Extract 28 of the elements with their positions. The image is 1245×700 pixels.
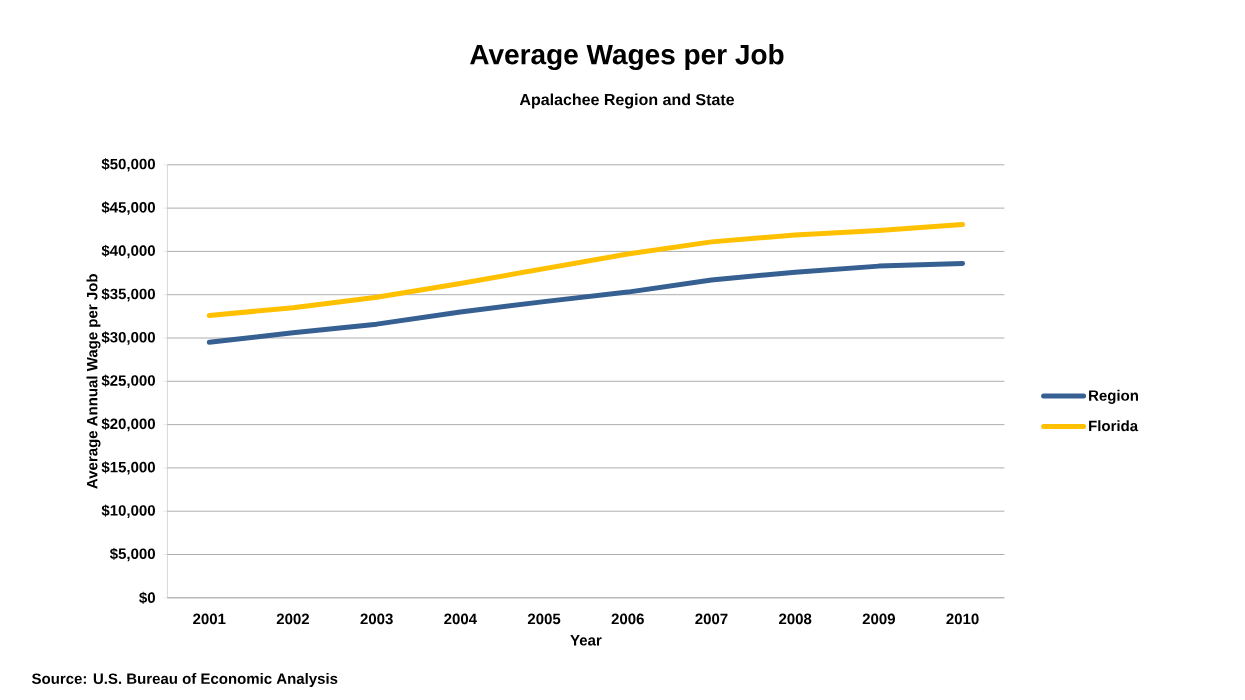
x-tick-label: 2007 bbox=[695, 613, 728, 625]
y-tick-label: $10,000 bbox=[101, 504, 155, 518]
y-axis-title: Average Annual Wage per Job bbox=[86, 274, 101, 489]
x-tick-label: 2002 bbox=[276, 613, 310, 625]
x-axis-title: Year bbox=[570, 635, 602, 646]
chart-subtitle: Apalachee Region and State bbox=[519, 93, 735, 109]
y-tick-label: $50,000 bbox=[101, 158, 155, 172]
y-tick-label: $35,000 bbox=[101, 287, 155, 302]
source-note: Source: U.S. Bureau of Economic Analysis bbox=[31, 672, 338, 687]
y-tick-label: $15,000 bbox=[101, 461, 155, 475]
legend-label: Region bbox=[1089, 389, 1138, 404]
x-tick-label: 2010 bbox=[946, 613, 979, 625]
y-tick-label: $0 bbox=[139, 591, 155, 604]
y-tick-label: $40,000 bbox=[101, 244, 155, 259]
x-tick-label: 2001 bbox=[193, 613, 226, 625]
x-tick-label: 2004 bbox=[444, 613, 477, 625]
chart-title: Average Wages per Job bbox=[470, 43, 784, 71]
y-tick-label: $20,000 bbox=[101, 417, 155, 432]
x-tick-label: 2006 bbox=[611, 613, 644, 625]
y-tick-label: $5,000 bbox=[109, 547, 155, 562]
y-tick-label: $25,000 bbox=[101, 374, 155, 389]
x-tick-label: 2009 bbox=[862, 613, 895, 625]
x-tick-label: 2005 bbox=[527, 613, 561, 625]
y-tick-label: $45,000 bbox=[101, 201, 155, 215]
legend-label: Florida bbox=[1089, 420, 1139, 432]
y-tick-label: $30,000 bbox=[101, 331, 155, 345]
x-tick-label: 2003 bbox=[360, 613, 393, 625]
x-tick-label: 2008 bbox=[778, 613, 812, 625]
